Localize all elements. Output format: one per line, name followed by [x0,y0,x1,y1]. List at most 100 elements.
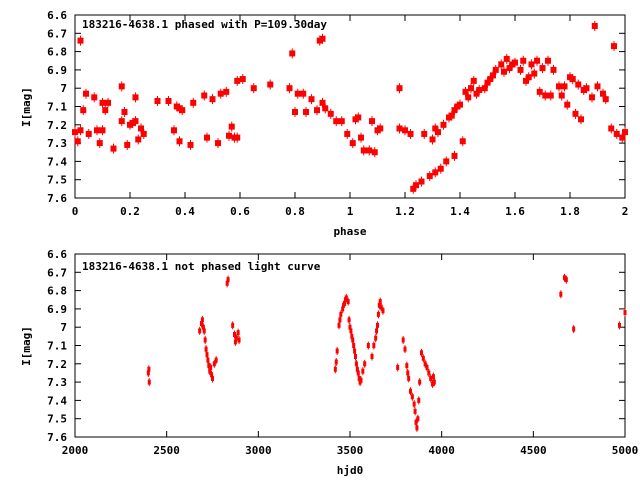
plot-frame [74,253,626,438]
y-tick-label: 7.6 [47,431,67,444]
data-point [370,353,374,359]
data-point [200,317,204,323]
data-point [74,138,81,145]
y-tick-label: 7.5 [47,413,67,426]
data-point [410,185,417,192]
data-point [591,22,598,29]
y-tick-label: 6.9 [47,64,67,77]
data-point [377,302,381,308]
data-point [322,105,329,112]
data-point [459,138,466,145]
data-point [550,66,557,73]
data-point [210,372,214,378]
data-point [448,112,455,119]
data-point [233,332,236,338]
data-point [487,76,494,83]
data-point [376,322,379,328]
y-axis-label: I[mag] [20,326,33,366]
data-point [594,83,601,90]
data-point [201,324,205,330]
data-point [354,353,357,359]
x-tick-label: 1 [347,205,354,218]
phased-light-curve-panel: 183216-4638.1 phased with P=109.30day ph… [20,9,628,238]
data-point [319,99,326,106]
data-point [267,81,274,88]
data-point [407,375,411,381]
data-point [378,299,382,305]
data-point [435,129,441,136]
data-point [338,317,342,323]
data-point [344,130,351,137]
data-point [225,280,229,286]
data-point [432,169,439,176]
data-point [556,83,562,90]
data-point [401,337,405,343]
x-tick-label: 3000 [245,444,272,457]
y-tick-label: 6.8 [47,46,67,59]
data-point [140,130,147,137]
data-point [432,125,439,132]
data-point [619,134,626,141]
data-point [622,129,628,136]
x-axis-label: phase [333,225,366,238]
data-point [623,310,627,316]
y-tick-label: 7.2 [47,119,67,132]
data-point [198,328,202,334]
data-point [589,94,595,101]
data-point [351,337,355,343]
data-point [223,88,230,95]
data-point [410,394,414,400]
data-point [375,328,379,334]
data-point [226,277,230,283]
data-point [176,138,183,145]
data-point [416,416,420,422]
data-point [396,125,403,132]
data-point [138,125,144,132]
data-point [77,37,84,44]
x-tick-label: 0 [72,205,79,218]
x-tick-label: 1.8 [560,205,580,218]
data-point [165,98,172,105]
data-point [421,355,425,361]
data-point [426,173,433,180]
x-tick-label: 1.6 [505,205,525,218]
data-point [208,368,212,374]
data-point [608,125,615,132]
data-point [517,66,524,73]
data-point [217,90,224,97]
data-point [360,147,367,154]
data-point [250,85,257,92]
data-point [337,322,341,328]
data-point [344,295,348,301]
y-axis-label: I[mag] [20,87,33,127]
data-point [206,357,210,363]
data-point [534,57,540,64]
data-point [542,92,549,99]
data-point [207,363,211,369]
data-point [376,311,380,317]
data-point [226,132,232,139]
x-tick-label: 2000 [62,444,89,457]
data-point [484,79,491,86]
data-point [355,114,362,121]
data-point [124,141,131,148]
data-point [379,304,383,310]
data-point [110,145,117,152]
data-point [572,110,579,117]
y-tick-label: 6.8 [47,285,67,298]
data-point [292,108,298,115]
data-point [490,72,496,79]
data-point [462,88,469,95]
data-point [558,92,565,99]
chart-title: 183216-4638.1 not phased light curve [82,260,321,273]
data-point [437,165,444,172]
data-point [451,152,458,159]
data-point [412,401,416,407]
data-point [348,324,352,330]
data-point [146,370,150,376]
data-point [358,134,364,141]
data-point [132,94,139,101]
data-point [239,76,246,83]
data-point [536,88,543,95]
